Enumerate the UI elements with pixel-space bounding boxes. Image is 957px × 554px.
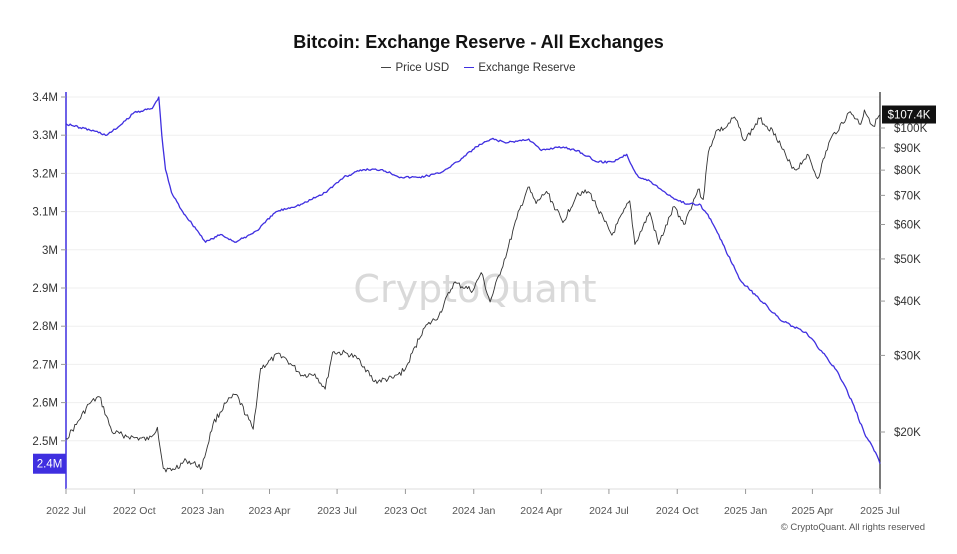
x-tick-label: 2025 Apr [791,505,834,517]
price-current-badge [882,105,936,124]
left-tick-label: 3.3M [32,130,58,142]
left-tick-label: 2.7M [32,359,58,371]
legend-label-reserve: Exchange Reserve [478,62,576,74]
right-tick-label: $60K [894,219,921,231]
x-tick-label: 2022 Oct [113,505,156,517]
left-tick-label: 2.6M [32,398,58,410]
reserve-current-label: 2.4M [37,459,63,471]
legend-swatch-reserve [464,67,475,69]
x-tick-label: 2022 Jul [46,505,86,517]
price-line[interactable] [65,109,881,473]
x-tick-label: 2024 Apr [520,505,563,517]
x-tick-label: 2025 Jan [724,505,767,517]
legend-item-reserve[interactable]: Exchange Reserve [464,62,576,74]
x-tick-label: 2023 Apr [248,505,291,517]
reserve-line[interactable] [65,96,881,464]
price-current-label: $107.4K [888,110,931,122]
chart-title: Bitcoin: Exchange Reserve - All Exchange… [293,32,664,52]
x-tick-label: 2023 Jan [181,505,224,517]
copyright-text: © CryptoQuant. All rights reserved [780,522,925,533]
x-tick-label: 2024 Oct [656,505,699,517]
legend-label-price: Price USD [395,62,450,74]
right-tick-label: $40K [894,296,921,308]
x-tick-label: 2024 Jan [452,505,495,517]
watermark: CryptoQuant [353,267,596,311]
x-tick-label: 2023 Oct [384,505,427,517]
right-tick-label: $90K [894,143,921,155]
right-tick-label: $70K [894,190,921,202]
legend-item-price[interactable]: Price USD [381,62,449,74]
legend-swatch-price [381,67,392,69]
right-tick-label: $30K [894,350,921,362]
left-tick-label: 3M [42,245,58,257]
left-tick-label: 3.2M [32,168,58,180]
x-tick-label: 2025 Jul [860,505,900,517]
left-tick-label: 2.5M [32,436,58,448]
right-tick-label: $100K [894,123,928,135]
x-tick-label: 2024 Jul [589,505,629,517]
right-tick-label: $50K [894,254,921,266]
right-tick-label: $20K [894,427,921,439]
reserve-current-badge [33,453,66,474]
left-tick-label: 2.8M [32,321,58,333]
right-tick-label: $80K [894,165,921,177]
chart-legend: Price USD Exchange Reserve [0,62,957,74]
x-tick-label: 2023 Jul [317,505,357,517]
left-tick-label: 2.9M [32,283,58,295]
left-tick-label: 3.1M [32,207,58,219]
left-tick-label: 3.4M [32,92,58,104]
